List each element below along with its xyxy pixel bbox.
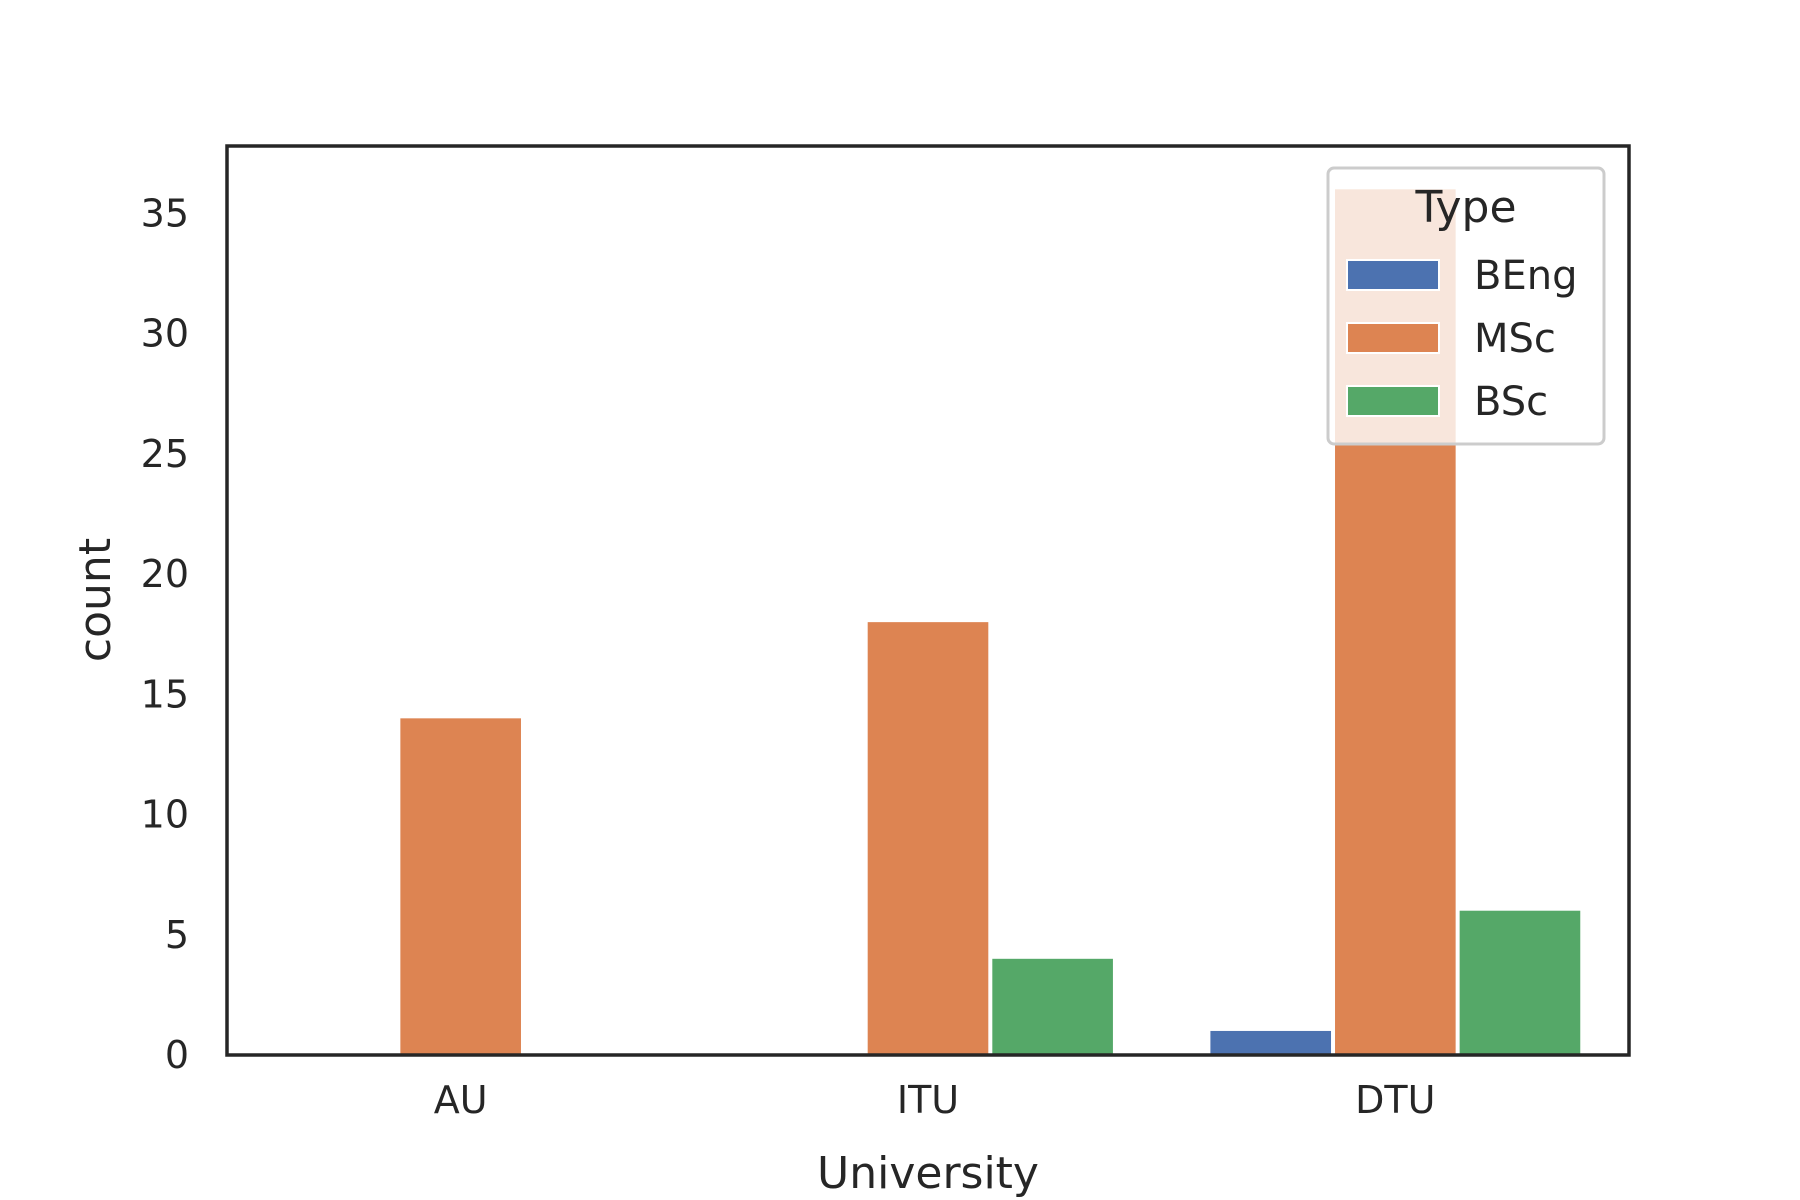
legend-swatch-beng [1346,259,1440,291]
x-tick-label: DTU [1355,1078,1435,1122]
legend-label-beng: BEng [1474,253,1577,299]
plot-frame [225,144,1631,1057]
legend: Type BEng MSc BSc [1326,166,1606,446]
y-tick-label: 30 [141,312,189,356]
x-tick-label: AU [434,1078,488,1122]
bar-msc-itu [867,622,989,1055]
bar-bsc-itu [992,958,1113,1055]
y-tick-label: 15 [141,672,189,716]
y-axis-title: count [70,538,121,662]
y-axis-ticks: 0 5 10 15 20 25 30 35 [141,191,189,1077]
y-tick-label: 20 [141,552,189,596]
x-axis-ticks: AU ITU DTU [434,1078,1436,1122]
y-tick-label: 35 [141,191,189,235]
legend-swatch-bsc [1346,385,1440,417]
legend-label-msc: MSc [1474,316,1556,362]
y-tick-label: 5 [165,913,189,957]
y-tick-label: 25 [141,432,189,476]
x-axis-title: University [817,1148,1039,1199]
bar-beng-dtu [1210,1030,1332,1055]
y-tick-label: 10 [141,793,189,837]
bar-msc-au [400,718,521,1055]
bar-bsc-dtu [1459,910,1581,1055]
legend-swatch-msc [1346,322,1440,354]
legend-title: Type [1414,182,1516,233]
x-tick-label: ITU [897,1078,959,1122]
legend-label-bsc: BSc [1474,379,1548,425]
y-tick-label: 0 [165,1033,189,1077]
legend-box [1326,166,1606,446]
